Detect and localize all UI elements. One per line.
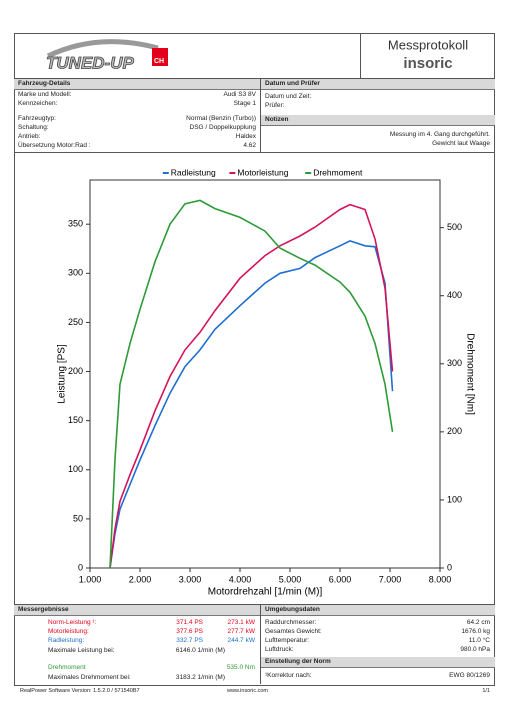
footer-text: RealPower Software Version: 1.5.2.0 / 57… [20, 688, 140, 694]
result-label: Radleistung: [48, 637, 85, 644]
result-label: Drehmoment [48, 664, 86, 671]
column-rule [260, 79, 261, 152]
field-value: Normal (Benzin (Turbo)) [186, 115, 256, 122]
section-rule [14, 152, 495, 153]
logo-badge [152, 48, 168, 66]
chart: 1.000 2.000 3.000 4.000 5.000 6.000 7.000 8.000… [57, 167, 476, 598]
header-rule [14, 78, 495, 79]
field-label: Fahrzeugtyp: [18, 115, 56, 122]
y-tick-label: 0 [78, 562, 83, 572]
result-value: 277.7 kW [227, 628, 255, 635]
logo-text: TUNED-UP [46, 53, 134, 72]
x-axis-label: Motordrehzahl [1/min (M)] [208, 587, 323, 598]
field-value: Audi S3 8V [223, 91, 256, 98]
plot-frame [89, 179, 441, 569]
field-value: Haldex [235, 133, 256, 140]
field-value: 1676.0 kg [461, 628, 490, 635]
y2-axis-label: Drehmoment [Nm] [464, 333, 475, 415]
section-header: Notizen [261, 115, 495, 126]
x-tick-label: 4.000 [229, 574, 252, 584]
note: Messung im 4. Gang durchgeführt. [389, 131, 490, 138]
field-value: 4.62 [243, 142, 256, 149]
series-line [109, 199, 394, 569]
field-label: Prüfer: [265, 102, 285, 109]
x-tick-label: 8.000 [429, 574, 452, 584]
result-label: Maximale Leistung bei: [48, 647, 115, 654]
logo-swoosh [46, 39, 159, 59]
result-value: 377.6 PS [176, 628, 203, 635]
field-value: EWG 80/1269 [449, 672, 490, 679]
x-tick-label: 3.000 [179, 574, 202, 584]
x-tick-label: 2.000 [129, 574, 152, 584]
section-rule [14, 604, 495, 605]
result-value: 273.1 kW [227, 619, 255, 626]
section-header: Umgebungsdaten [261, 605, 495, 616]
report-title: Messprotokoll [388, 37, 468, 52]
footer-text: www.insoric.com [227, 688, 268, 694]
field-label: Datum und Zeit: [265, 93, 312, 100]
section-header: Einstellung der Norm [261, 657, 495, 668]
field-label: Luftdruck: [265, 646, 294, 653]
section-header: Datum und Prüfer [261, 79, 495, 90]
field-label: Raddurchmesser: [265, 619, 317, 626]
legend-label: Motorleistung [237, 167, 288, 177]
legend-label: Drehmoment [313, 167, 363, 177]
footer-text: 1/1 [482, 688, 490, 694]
field-value: Stage 1 [233, 100, 256, 107]
series-line [109, 240, 394, 569]
field-label: ¹Korrektur nach: [265, 672, 312, 679]
field-value: DSG / Doppelkupplung [189, 124, 257, 131]
logo: TUNED-UP CH [46, 39, 168, 73]
field-label: Gesamtes Gewicht: [265, 628, 322, 635]
y2-tick-label: 400 [447, 290, 462, 300]
result-value: 3183.2 1/min (M) [175, 674, 225, 681]
y-tick-label: 250 [68, 317, 83, 327]
field-value: 64.2 cm [466, 619, 490, 626]
result-value: 6146.0 1/min (M) [175, 647, 225, 654]
y-tick-label: 150 [68, 415, 83, 425]
result-label: Norm-Leistung ¹: [48, 619, 97, 626]
field-label: Marke und Modell: [18, 91, 72, 98]
y2-tick-label: 0 [447, 562, 452, 572]
field-label: Lufttemperatur: [265, 637, 310, 644]
note: Gewicht laut Waage [432, 140, 490, 147]
result-value: 535.0 Nm [226, 664, 255, 671]
x-tick-label: 6.000 [329, 574, 352, 584]
y2-tick-label: 500 [447, 222, 462, 232]
field-label: Schaltung: [18, 124, 49, 131]
y-tick-label: 200 [68, 366, 83, 376]
y-tick-label: 100 [68, 464, 83, 474]
result-value: 371.4 PS [176, 619, 203, 626]
frame [14, 33, 495, 686]
y-tick-label: 50 [73, 513, 83, 523]
y-axis-label: Leistung [PS] [57, 344, 68, 404]
brand-box [360, 33, 361, 78]
field-value: 980.0 hPa [460, 646, 490, 653]
x-tick-label: 5.000 [279, 574, 302, 584]
x-tick-label: 7.000 [379, 574, 402, 584]
y2-tick-label: 100 [447, 494, 462, 504]
brand-name: insoric [403, 55, 452, 72]
field-label: Antrieb: [18, 133, 41, 140]
series-line [109, 203, 394, 569]
brand: Messprotokoll insoric [388, 37, 468, 72]
y-tick-label: 300 [68, 268, 83, 278]
field-value: 11.0 °C [468, 637, 490, 644]
logo-suffix: CH [154, 58, 164, 65]
result-value: 244.7 kW [227, 637, 255, 644]
column-rule [260, 605, 261, 684]
field-label: Übersetzung Motor:Rad : [18, 142, 91, 149]
y2-tick-label: 200 [447, 426, 462, 436]
legend-label: Radleistung [171, 167, 216, 177]
result-label: Maximales Drehmoment bei: [48, 674, 131, 681]
section-header: Fahrzeug-Details [14, 79, 260, 90]
result-value: 332.7 PS [176, 637, 203, 644]
result-label: Motorleistung: [48, 628, 89, 635]
y2-tick-label: 300 [447, 358, 462, 368]
field-label: Kennzeichen: [18, 100, 58, 107]
y-tick-label: 350 [68, 219, 83, 229]
x-tick-label: 1.000 [79, 574, 102, 584]
section-header: Messergebnisse [14, 605, 260, 616]
